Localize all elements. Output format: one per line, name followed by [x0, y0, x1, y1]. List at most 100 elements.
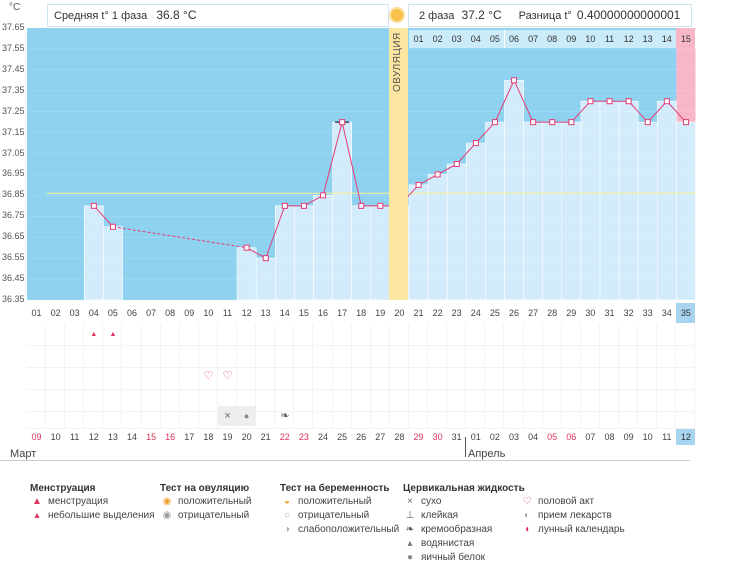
marker-cell[interactable]: [600, 390, 620, 412]
marker-cell[interactable]: [84, 346, 104, 368]
marker-cell[interactable]: [103, 324, 123, 346]
marker-cell[interactable]: [409, 324, 429, 346]
marker-cell[interactable]: [389, 390, 409, 412]
calendar-date[interactable]: 11: [662, 432, 672, 442]
calendar-date[interactable]: 10: [642, 432, 653, 442]
marker-cell[interactable]: [313, 324, 333, 346]
marker-cell[interactable]: [447, 346, 467, 368]
calendar-date[interactable]: 01: [470, 432, 481, 442]
marker-cell[interactable]: [523, 324, 543, 346]
marker-cell[interactable]: [27, 324, 47, 346]
marker-cell[interactable]: [256, 368, 276, 390]
marker-cell[interactable]: [256, 346, 276, 368]
marker-cell[interactable]: [198, 346, 218, 368]
cycle-day[interactable]: 29: [566, 308, 577, 318]
marker-cell[interactable]: [313, 346, 333, 368]
marker-cell[interactable]: [542, 368, 562, 390]
marker-cell[interactable]: [580, 408, 600, 429]
marker-cell[interactable]: [332, 390, 352, 412]
cycle-day[interactable]: 32: [623, 308, 634, 318]
marker-cell[interactable]: [179, 408, 199, 429]
cycle-day[interactable]: 12: [241, 308, 252, 318]
cycle-day[interactable]: 01: [31, 308, 42, 318]
marker-cell[interactable]: [409, 368, 429, 390]
marker-cell[interactable]: [504, 390, 524, 412]
cycle-day[interactable]: 35: [676, 303, 696, 323]
marker-cell[interactable]: [580, 368, 600, 390]
marker-cell[interactable]: [141, 368, 161, 390]
marker-cell[interactable]: [428, 324, 448, 346]
marker-cell[interactable]: [313, 408, 333, 429]
calendar-date[interactable]: 31: [451, 432, 462, 442]
calendar-date[interactable]: 24: [317, 432, 328, 442]
marker-cell[interactable]: [657, 346, 677, 368]
cycle-day[interactable]: 19: [375, 308, 386, 318]
marker-cell[interactable]: [237, 324, 257, 346]
marker-cell[interactable]: [619, 368, 639, 390]
calendar-date[interactable]: 12: [676, 429, 696, 445]
cycle-day[interactable]: 11: [222, 308, 233, 318]
marker-cell[interactable]: [65, 324, 85, 346]
marker-cell[interactable]: [294, 408, 314, 429]
calendar-date[interactable]: 22: [279, 432, 290, 442]
marker-cell[interactable]: [141, 408, 161, 429]
marker-cell[interactable]: [218, 368, 238, 390]
cycle-day[interactable]: 14: [279, 308, 290, 318]
marker-cell[interactable]: [46, 324, 66, 346]
marker-cell[interactable]: [485, 408, 505, 429]
marker-cell[interactable]: [179, 368, 199, 390]
marker-cell[interactable]: [428, 408, 448, 429]
marker-cell[interactable]: [141, 324, 161, 346]
marker-cell[interactable]: [332, 368, 352, 390]
cycle-day[interactable]: 20: [394, 308, 405, 318]
marker-cell[interactable]: [160, 368, 180, 390]
marker-cell[interactable]: [84, 324, 104, 346]
marker-cell[interactable]: [275, 346, 295, 368]
marker-cell[interactable]: [294, 390, 314, 412]
marker-cell[interactable]: [485, 346, 505, 368]
marker-cell[interactable]: [351, 368, 371, 390]
cycle-day[interactable]: 21: [413, 308, 424, 318]
marker-cell[interactable]: [638, 408, 658, 429]
marker-cell[interactable]: [600, 408, 620, 429]
cycle-day[interactable]: 24: [470, 308, 481, 318]
marker-cell[interactable]: [65, 346, 85, 368]
marker-cell[interactable]: [409, 408, 429, 429]
calendar-date[interactable]: 25: [337, 432, 348, 442]
marker-cell[interactable]: [447, 368, 467, 390]
marker-cell[interactable]: [351, 390, 371, 412]
marker-cell[interactable]: [504, 408, 524, 429]
marker-cell[interactable]: [256, 324, 276, 346]
marker-cell[interactable]: [160, 324, 180, 346]
marker-cell[interactable]: [179, 324, 199, 346]
marker-cell[interactable]: [619, 390, 639, 412]
marker-cell[interactable]: [389, 408, 409, 429]
calendar-date[interactable]: 07: [585, 432, 596, 442]
cycle-day[interactable]: 16: [317, 308, 328, 318]
cycle-day[interactable]: 34: [661, 308, 672, 318]
cycle-day[interactable]: 10: [203, 308, 214, 318]
cycle-day[interactable]: 18: [356, 308, 367, 318]
marker-cell[interactable]: [600, 368, 620, 390]
marker-cell[interactable]: [485, 368, 505, 390]
marker-cell[interactable]: [179, 390, 199, 412]
marker-cell[interactable]: [389, 324, 409, 346]
marker-cell[interactable]: [504, 324, 524, 346]
cycle-day[interactable]: 08: [165, 308, 176, 318]
cycle-day[interactable]: 02: [50, 308, 61, 318]
marker-cell[interactable]: [84, 390, 104, 412]
marker-cell[interactable]: [103, 390, 123, 412]
marker-cell[interactable]: [542, 346, 562, 368]
calendar-date[interactable]: 29: [413, 432, 424, 442]
marker-cell[interactable]: [638, 390, 658, 412]
marker-cell[interactable]: [657, 324, 677, 346]
marker-cell[interactable]: [46, 390, 66, 412]
marker-cell[interactable]: [523, 408, 543, 429]
marker-cell[interactable]: [409, 390, 429, 412]
marker-cell[interactable]: [523, 346, 543, 368]
marker-cell[interactable]: [122, 346, 142, 368]
cycle-day[interactable]: 07: [146, 308, 157, 318]
marker-cell[interactable]: [198, 408, 218, 429]
marker-cell[interactable]: [141, 390, 161, 412]
marker-cell[interactable]: [600, 324, 620, 346]
